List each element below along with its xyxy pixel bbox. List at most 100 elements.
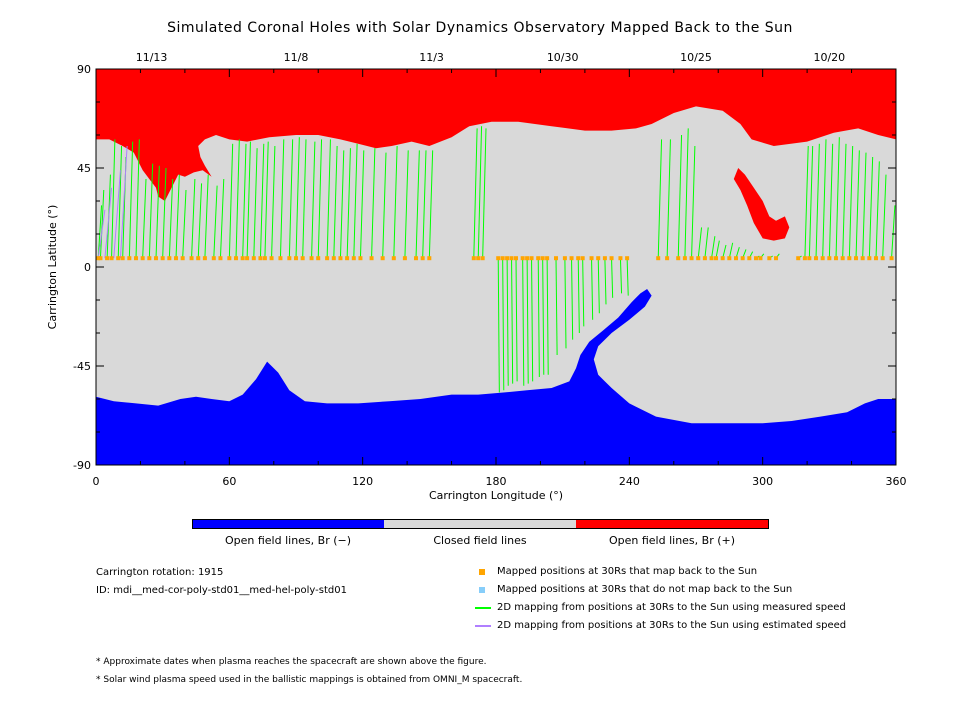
mapping-line-measured [404, 150, 409, 259]
mapping-line-measured [666, 139, 671, 259]
mapped-point [536, 256, 541, 261]
negative-open-region-south [96, 289, 896, 465]
mapping-line-measured [619, 258, 623, 294]
mapped-point [767, 256, 772, 261]
mapped-point [867, 256, 872, 261]
mapped-point [676, 256, 681, 261]
mapping-line-measured [704, 227, 709, 259]
top-date-label: 10/20 [813, 51, 845, 64]
mapping-line-measured [235, 139, 240, 259]
mapped-point [665, 256, 670, 261]
mapping-line-measured [582, 258, 585, 327]
mapping-line-measured [626, 258, 629, 296]
mapped-point [709, 256, 714, 261]
positive-open-region-tongue [733, 168, 790, 241]
mapping-line-measured [477, 126, 483, 259]
footnote-speed: * Solar wind plasma speed used in the ba… [96, 675, 523, 685]
mapped-point [345, 256, 350, 261]
mapping-line-measured [204, 174, 209, 259]
mapping-line-measured [333, 145, 338, 259]
colorbar-label-negative: Open field lines, Br (−) [224, 534, 352, 547]
colorbar-positive [576, 520, 768, 528]
top-date-label: 10/25 [680, 51, 712, 64]
x-tick-label: 120 [352, 475, 373, 488]
mapped-point [251, 256, 256, 261]
mapped-point [278, 256, 283, 261]
mapping-line-measured [339, 150, 345, 259]
mapping-line-measured [246, 141, 251, 259]
mapped-point [160, 256, 165, 261]
mapping-line-measured [99, 189, 105, 259]
colorbar-negative [192, 520, 384, 528]
mapping-line-measured [311, 141, 316, 259]
mapping-line-measured [191, 178, 196, 259]
mapping-line-measured [135, 139, 140, 259]
mapping-line-measured [197, 183, 203, 259]
mapping-line-measured [142, 178, 147, 259]
mapping-line-measured [577, 258, 580, 334]
mapping-line-measured [571, 258, 574, 340]
mapping-line-measured [317, 139, 323, 259]
mapping-line-measured [657, 139, 663, 259]
mapped-point [754, 256, 758, 261]
mapped-point [476, 256, 481, 261]
mapped-point [682, 256, 687, 261]
mapped-point [496, 256, 501, 261]
mapping-line-measured [515, 258, 518, 382]
mapping-line-layer [97, 126, 896, 393]
mapped-point [820, 256, 825, 261]
colorbar-label-positive: Open field lines, Br (+) [608, 534, 736, 547]
mapping-line-measured [482, 128, 487, 259]
mapping-line-measured [162, 167, 167, 259]
mapping-line-measured [182, 189, 187, 259]
mapped-point [656, 256, 661, 261]
colorbar-label-closed: Closed field lines [433, 534, 527, 547]
x-tick-label: 0 [93, 475, 100, 488]
legend-label-measured: 2D mapping from positions at 30Rs to the… [497, 602, 846, 613]
mapped-point [234, 256, 238, 261]
mapped-point [480, 256, 485, 261]
mapping-line-measured [428, 150, 434, 259]
mapped-point [258, 256, 263, 261]
mapped-point [120, 256, 125, 261]
mapped-point [331, 256, 336, 261]
mapped-point [758, 256, 763, 261]
mapping-line-measured [691, 145, 696, 259]
x-tick-label: 60 [222, 475, 236, 488]
mapped-point [702, 256, 707, 261]
mapped-point [889, 256, 894, 261]
x-tick-label: 240 [619, 475, 640, 488]
mapped-point [196, 256, 201, 261]
mapping-line-measured [415, 150, 420, 259]
mapped-point [262, 256, 267, 261]
mapped-point [325, 256, 330, 261]
mapping-line-measured [264, 141, 269, 259]
mapped-point [245, 256, 250, 261]
x-axis-label: Carrington Longitude (°) [429, 489, 563, 502]
mapping-line-measured [611, 258, 614, 298]
field-region-layer [96, 69, 896, 465]
mapped-point [525, 256, 530, 261]
mapped-point [618, 256, 623, 261]
mapped-point [514, 256, 518, 261]
mapped-point [402, 256, 407, 261]
mapping-line-measured [684, 128, 689, 259]
mapping-line-measured [359, 150, 365, 259]
mapped-point [860, 256, 865, 261]
legend-line-measured [475, 607, 491, 609]
mapped-point [98, 256, 103, 261]
mapping-line-measured [677, 134, 683, 259]
mapped-point [471, 256, 476, 261]
mapping-line-measured [148, 163, 154, 259]
mapping-line-measured [808, 145, 814, 259]
mapped-point [747, 256, 752, 261]
mapped-point [189, 256, 194, 261]
mapped-point [827, 256, 832, 261]
mapped-point [625, 256, 630, 261]
mapping-line-measured [97, 205, 103, 259]
mapped-point-layer [96, 256, 894, 261]
mapped-point [109, 256, 114, 261]
mapping-line-measured [326, 139, 331, 259]
mapped-point [774, 256, 778, 261]
x-tick-label: 180 [486, 475, 507, 488]
